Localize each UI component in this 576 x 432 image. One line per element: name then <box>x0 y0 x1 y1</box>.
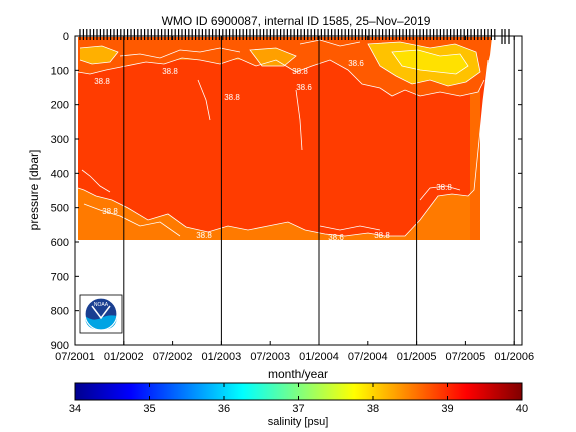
x-tick-label: 07/2005 <box>446 351 486 363</box>
contour-label: 38.8 <box>102 207 118 216</box>
fresh-patch-left <box>80 46 118 64</box>
x-tick-label: 07/2004 <box>348 351 388 363</box>
x-tick-label: 07/2003 <box>250 351 290 363</box>
y-axis-label: pressure [dbar] <box>27 150 41 231</box>
y-tick-label: 300 <box>51 134 69 146</box>
contour-labels: 38.8 38.8 38.8 38.6 38.6 38.8 38.8 38.6 38.8 38.8… <box>94 59 452 242</box>
core-layer <box>78 60 488 236</box>
x-tick-label: 01/2006 <box>494 351 534 363</box>
colorbar-tick-label: 40 <box>516 403 528 415</box>
x-tick-label: 01/2004 <box>299 351 339 363</box>
y-axis: 0 100 200 300 400 500 600 700 800 900 <box>51 31 522 352</box>
colorbar-tick-label: 39 <box>441 403 453 415</box>
contour-label: 38.8 <box>94 77 110 86</box>
x-tick-label: 07/2001 <box>55 351 95 363</box>
contour-label: 38.8 <box>224 93 240 102</box>
colorbar-tick-label: 37 <box>292 403 304 415</box>
y-tick-label: 700 <box>51 271 69 283</box>
x-tick-label: 01/2002 <box>104 351 144 363</box>
y-tick-label: 0 <box>63 31 69 43</box>
x-axis-label: month/year <box>268 367 328 381</box>
contour-label: 38.8 <box>436 183 452 192</box>
contour-label: 38.6 <box>328 233 344 242</box>
y-tick-label: 200 <box>51 100 69 112</box>
contour-label: 38.8 <box>374 231 390 240</box>
contour-label: 38.8 <box>162 67 178 76</box>
noaa-logo-text: NOAA <box>94 302 109 308</box>
axes-frame <box>74 35 523 346</box>
y-tick-label: 500 <box>51 203 69 215</box>
colorbar-label: salinity [psu] <box>268 416 329 428</box>
x-tick-label: 01/2003 <box>202 351 242 363</box>
colorbar-tick-label: 36 <box>218 403 230 415</box>
y-tick-label: 800 <box>51 306 69 318</box>
y-tick-label: 900 <box>51 340 69 352</box>
colorbar-tick-label: 34 <box>69 403 81 415</box>
chart-title: WMO ID 6900087, internal ID 1585, 25–Nov… <box>162 14 431 28</box>
y-tick-label: 400 <box>51 168 69 180</box>
year-lines <box>123 36 515 345</box>
colorbar-tick-label: 35 <box>143 403 155 415</box>
profile-markers <box>79 29 510 44</box>
contour-label: 38.6 <box>348 59 364 68</box>
noaa-logo: NOAA <box>79 294 123 334</box>
contour-lines <box>77 39 489 237</box>
x-tick-label: 01/2005 <box>397 351 437 363</box>
contour-label: 38.8 <box>196 231 212 240</box>
x-tick-label: 07/2002 <box>153 351 193 363</box>
x-axis: 07/2001 01/2002 07/2002 01/2003 07/2003 01/20… <box>55 36 534 363</box>
fresh-patch-mid <box>250 48 296 66</box>
y-tick-label: 100 <box>51 65 69 77</box>
colorbar-tick-label: 38 <box>367 403 379 415</box>
contour-label: 38.6 <box>296 83 312 92</box>
colorbar: 34 35 36 37 38 39 40 salinity [psu] <box>69 382 528 428</box>
salinity-field: 38.8 38.8 38.8 38.6 38.6 38.8 38.8 38.6 38.8 38.8… <box>77 37 492 242</box>
contour-label: 38.8 <box>292 67 308 76</box>
y-tick-label: 600 <box>51 237 69 249</box>
colorbar-ticks: 34 35 36 37 38 39 40 <box>69 383 528 415</box>
